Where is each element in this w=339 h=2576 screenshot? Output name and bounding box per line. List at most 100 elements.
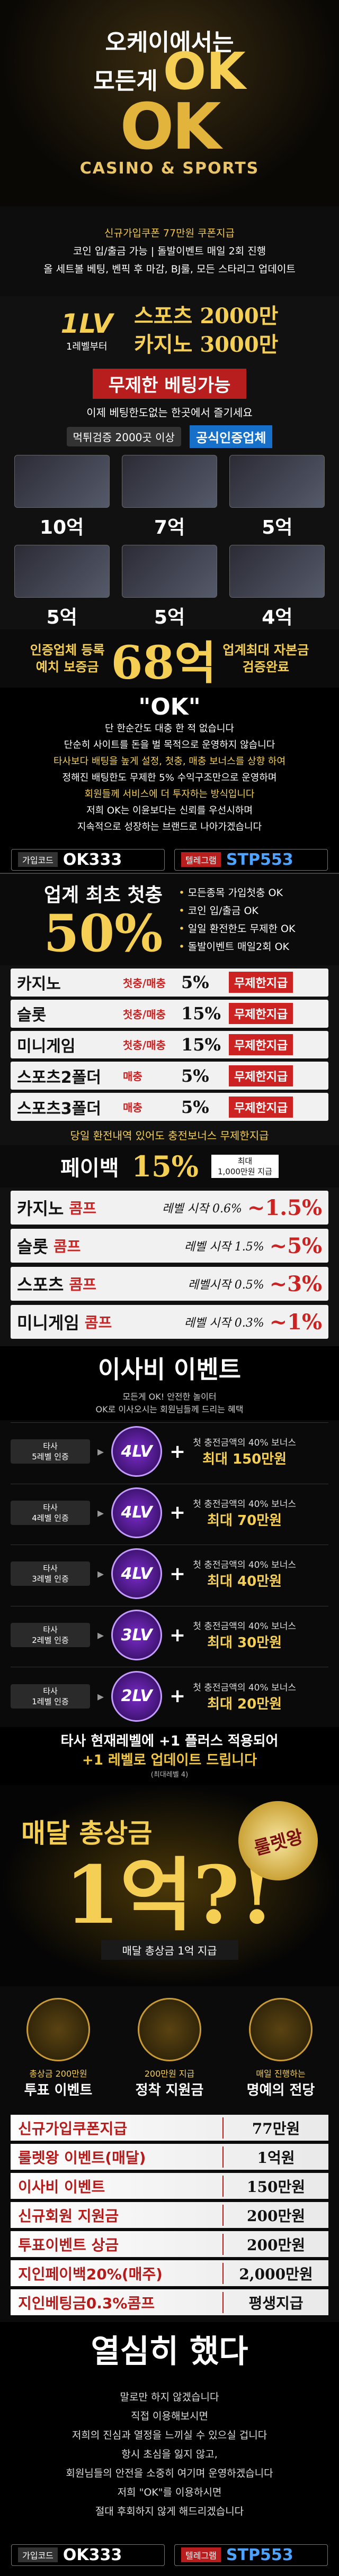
bonus-rate: 5% <box>181 972 209 993</box>
partner-logo <box>121 545 217 598</box>
event-top: 총상금 200만원 <box>29 2069 87 2079</box>
arrow: ▸ <box>97 1628 104 1643</box>
roulette-title: 매달 총상금 <box>21 1817 153 1849</box>
closing-title: 열심히 했다 <box>91 2333 248 2370</box>
first-charge: 업계 최초 첫충 50% 모든종목 가입첫충 OK코인 입/출금 OK일일 환전… <box>0 873 339 965</box>
benefit-name: 투표이벤트 상금 <box>18 2236 119 2254</box>
deposit-amount: 68억 <box>111 636 217 688</box>
first-charge-title: 업계 최초 첫충 <box>44 883 163 906</box>
moving-bonus: 첫 충전금액의 40% 보너스 <box>193 1621 296 1632</box>
first-charge-bullet: 코인 입/출금 OK <box>179 902 295 920</box>
deposit-left: 인증업체 등록 예치 보증금 <box>30 642 105 675</box>
comp-game: 스포츠 <box>17 1275 64 1295</box>
plus-sign: + <box>170 1624 186 1646</box>
payback-rate: 15% <box>131 1149 199 1183</box>
deposit-left-line: 인증업체 등록 <box>30 643 105 657</box>
partner: 7억 <box>118 455 220 540</box>
closing-line: 저희의 진심과 열정을 느끼실 수 있으실 겁니다 <box>72 2429 267 2441</box>
arrow: ▸ <box>97 1444 104 1459</box>
event-top: 매일 진행하는 <box>256 2069 306 2079</box>
verified-left: 먹튀검증 2000곳 이상 <box>66 426 181 446</box>
bonus-kind: 첫충/매충 <box>123 976 166 990</box>
comp-max: ~1.5% <box>247 1195 322 1220</box>
moving-bonus: 첫 충전금액의 40% 보너스 <box>193 1682 296 1693</box>
levels: 1LV 1레벨부터 스포츠 2000만 카지노 3000만 <box>0 296 339 365</box>
moving-info: 첫 충전금액의 40% 보너스 최대 40만원 <box>193 1557 296 1590</box>
comp-game: 미니게임 <box>17 1313 79 1333</box>
moving-from-site: 타사 <box>43 1564 58 1574</box>
payback-max-value: 1,000만원 지급 <box>217 1167 272 1176</box>
benefit-name: 지인페이백20%(매주) <box>18 2265 163 2283</box>
comp-game: 카지노 <box>17 1199 64 1219</box>
moving-to-level: 4LV <box>111 1426 163 1477</box>
benefit-value: 2,000만원 <box>222 2262 328 2284</box>
moving-from: 타사 4레벨 인증 <box>11 1500 90 1525</box>
level-badge: 1LV 1레벨부터 <box>61 308 113 353</box>
promise-line: 저희 OK는 이윤보다는 신뢰를 우선시하며 <box>86 805 253 816</box>
partner: 10억 <box>11 455 113 540</box>
event-icon <box>26 1998 90 2061</box>
moving-from: 타사 5레벨 인증 <box>11 1439 90 1464</box>
payback-max-label: 최대 <box>237 1156 253 1166</box>
benefit-name: 지인베팅금0.3%콤프 <box>18 2294 155 2312</box>
promise: "OK" 단 한순간도 대충 한 적 없습니다 단순히 사이트를 돈을 벌 목적으… <box>0 688 339 846</box>
event-icon <box>138 1998 201 2061</box>
join-code: 가입코드 OK333 <box>11 848 165 871</box>
tagline: 모든게 OK <box>93 46 245 97</box>
telegram-value: STP553 <box>226 2545 293 2564</box>
roulette-caption: 매달 총상금 1억 지급 <box>101 1940 238 1960</box>
bonus-rate: 5% <box>181 1065 209 1086</box>
moving-sub: 모든게 OK! 안전한 놀이터 <box>122 1392 217 1402</box>
benefit-name: 신규회원 지원금 <box>18 2207 119 2225</box>
moving-list: 타사 5레벨 인증 ▸ 4LV + 첫 충전금액의 40% 보너스 최대 150만원 타사 4레… <box>0 1420 339 1727</box>
limits: 스포츠 2000만 카지노 3000만 <box>134 302 278 359</box>
partner-amount: 10억 <box>40 517 84 538</box>
moving-to-level: 2LV <box>111 1670 163 1722</box>
moving-row: 타사 3레벨 인증 ▸ 4LV + 첫 충전금액의 40% 보너스 최대 40만원 <box>11 1545 328 1603</box>
intro: 신규가입쿠폰 77만원 쿠폰지급 코인 입/출금 가능 | 돌발이벤트 매일 2회… <box>0 206 339 296</box>
tagline: 오케이에서는 <box>105 29 234 56</box>
closing-line: 회원님들의 안전을 소중히 여기며 운영하겠습니다 <box>66 2468 273 2479</box>
first-charge-bullet: 모든종목 가입첫충 OK <box>179 884 295 902</box>
upgrade-line: 타사 현재레벨에 +1 플러스 적용되어 <box>60 1733 279 1749</box>
plus-sign: + <box>170 1685 186 1707</box>
partner-amount: 5억 <box>46 607 77 628</box>
event-label: 명예의 전당 <box>246 2082 315 2098</box>
moving-max: 최대 150만원 <box>202 1451 287 1468</box>
bonus-note: 무제한지급 <box>229 1003 293 1025</box>
event: 200만원 지급 정착 지원금 <box>119 1998 220 2099</box>
promise-line: 단 한순간도 대충 한 적 없습니다 <box>105 723 234 734</box>
bonus-kind: 첫충/매충 <box>123 1039 166 1052</box>
moving-to-level: 4LV <box>111 1487 163 1538</box>
plus-sign: + <box>170 1563 186 1585</box>
moving-from-site: 타사 <box>43 1502 58 1512</box>
tagline-ok: OK <box>163 42 246 101</box>
comp-label: 콤프 <box>84 1314 112 1331</box>
closing-line: 항시 초심을 잃지 않고, <box>121 2449 218 2460</box>
closing-text: 말로만 하지 않겠습니다 직접 이용해보시면 저희의 진심과 열정을 느끼실 수 있… <box>0 2375 339 2534</box>
payback-title: 페이백 <box>60 1156 119 1181</box>
comp-row: 카지노 콤프 레벨 시작 0.6% ~1.5% <box>11 1191 328 1225</box>
join-value: OK333 <box>63 2545 122 2564</box>
telegram-label: 텔레그램 <box>181 852 221 867</box>
telegram-value: STP553 <box>226 850 293 869</box>
moving-row: 타사 2레벨 인증 ▸ 3LV + 첫 충전금액의 40% 보너스 최대 30만원 <box>11 1605 328 1664</box>
comp-label: 콤프 <box>53 1238 81 1255</box>
partner-logo <box>14 545 110 598</box>
benefit-name: 이사비 이벤트 <box>18 2178 105 2196</box>
moving-from: 타사 2레벨 인증 <box>11 1623 90 1648</box>
plus-sign: + <box>170 1440 186 1463</box>
event-top: 200만원 지급 <box>144 2069 195 2079</box>
moving-max: 최대 40만원 <box>207 1574 282 1590</box>
first-charge-bullets: 모든종목 가입첫충 OK코인 입/출금 OK일일 환전한도 무제한 OK돌발이벤… <box>179 884 296 956</box>
partner: 4억 <box>226 545 328 629</box>
promise-title: "OK" <box>138 693 201 720</box>
arrow: ▸ <box>97 1566 104 1582</box>
first-charge-bullet: 일일 환전한도 무제한 OK <box>179 920 296 938</box>
event-label: 투표 이벤트 <box>24 2082 93 2098</box>
bonus-row: 슬롯 첫충/매충 15% 무제한지급 <box>11 999 328 1028</box>
telegram: 텔레그램 STP553 <box>174 848 328 871</box>
join-label: 가입코드 <box>18 852 58 867</box>
moving-from-level: 5레벨 인증 <box>32 1452 69 1462</box>
